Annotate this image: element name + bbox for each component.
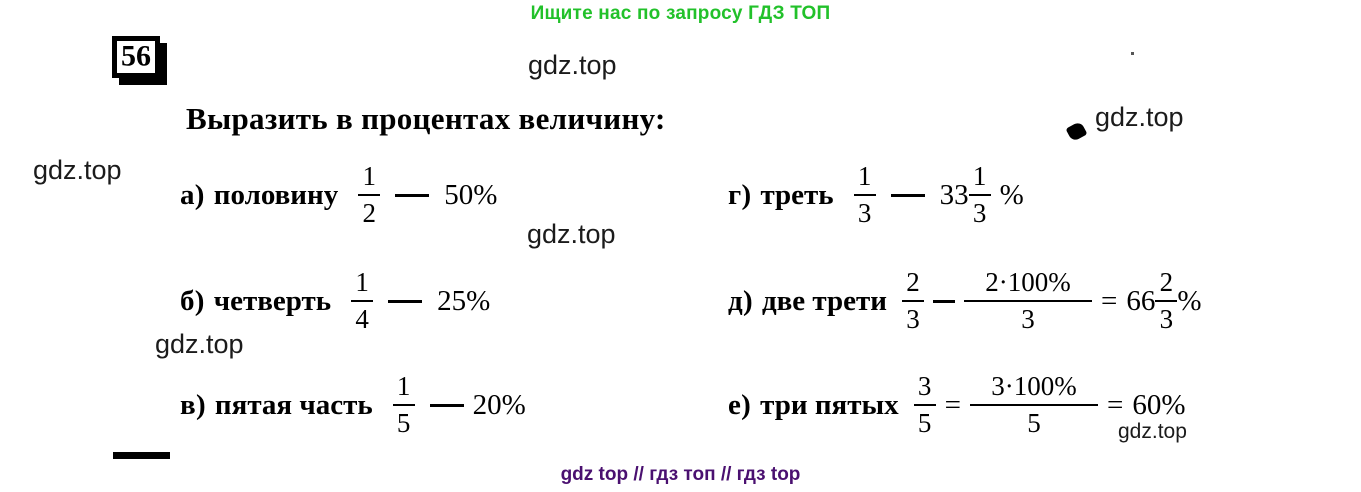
fraction-denominator: 3 (972, 198, 987, 229)
bottom-watermark-banner: gdz top // гдз топ // гдз top (560, 464, 801, 485)
problem-d-text: две трети (761, 284, 887, 317)
answer-whole-part: 66 (1126, 284, 1156, 317)
problem-item-b: б) четверть 1 4 25% (180, 267, 491, 335)
problem-g-fraction: 1 3 (853, 161, 876, 229)
answer-percent-sign: % (999, 178, 1024, 211)
scan-artifact-blob (1065, 120, 1088, 143)
fraction-denominator: 3 (1159, 304, 1174, 335)
fraction-denominator: 3 (857, 198, 872, 229)
scan-artifact-bar (113, 452, 170, 459)
problem-b-label: б) (180, 284, 205, 317)
fraction-numerator: 3 (917, 371, 932, 401)
fraction-bar (853, 194, 876, 197)
problem-d-answer: 66 2 3 % (1126, 267, 1202, 335)
watermark-gdz-top-2: gdz.top (1095, 102, 1184, 132)
fraction-bar (963, 300, 1092, 303)
problem-d-label: д) (728, 284, 753, 317)
problem-d-equals: = (1100, 284, 1118, 317)
fraction-numerator: 1 (972, 161, 987, 191)
exercise-title: Выразить в процентах величину: (186, 101, 666, 136)
fraction-numerator: 1 (355, 267, 369, 297)
fraction-bar (969, 404, 1098, 407)
problem-e-label: е) (728, 388, 752, 421)
problem-b-text: четверть (213, 284, 332, 317)
problem-e-fraction: 3 5 (913, 371, 936, 439)
top-watermark-banner: Ищите нас по запросу ГДЗ ТОП (530, 3, 831, 24)
problem-v-answer: 20% (472, 388, 526, 421)
problem-e-equals-1: = (944, 388, 961, 421)
fraction-denominator: 5 (917, 408, 932, 439)
fraction-bar (351, 300, 374, 303)
scan-artifact-dot (1131, 52, 1134, 55)
fraction-denominator: 3 (906, 304, 920, 335)
answer-whole-part: 33 (939, 178, 969, 211)
problem-v-separator (429, 403, 464, 407)
fraction-bar (913, 404, 936, 407)
problem-item-e: е) три пятых 3 5 = 3·100% 5 = 60% (728, 371, 1186, 439)
problem-v-label: в) (180, 388, 206, 421)
problem-b-fraction: 1 4 (351, 267, 374, 335)
fraction-denominator: 3 (1021, 304, 1035, 335)
fraction-bar (901, 300, 924, 303)
answer-fraction: 2 3 (1155, 267, 1178, 335)
problem-a-fraction: 1 2 (358, 161, 381, 229)
exercise-number: 56 (121, 39, 151, 73)
fraction-numerator: 1 (362, 161, 376, 191)
fraction-bar (392, 404, 415, 407)
fraction-bar (968, 194, 991, 197)
fraction-numerator: 2 (1159, 267, 1174, 297)
watermark-gdz-top-1: gdz.top (528, 50, 617, 80)
problem-b-separator (388, 299, 423, 303)
problem-e-equals-2: = (1106, 388, 1124, 421)
fraction-numerator: 1 (857, 161, 872, 191)
problem-v-fraction: 1 5 (392, 371, 415, 439)
exercise-number-badge: 56 (112, 36, 160, 78)
problem-e-text: три пятых (760, 388, 899, 421)
problem-a-separator (395, 193, 430, 197)
fraction-denominator: 5 (396, 408, 411, 439)
fraction-denominator: 4 (355, 304, 369, 335)
problem-a-text: половину (213, 178, 339, 211)
problem-b-answer: 25% (437, 284, 491, 317)
fraction-denominator: 2 (362, 198, 376, 229)
problem-a-label: а) (180, 178, 205, 211)
fraction-denominator: 5 (1027, 408, 1041, 439)
problem-item-g: г) треть 1 3 33 1 3 % (728, 161, 1024, 229)
problem-d-work-fraction: 2·100% 3 (963, 267, 1092, 335)
fraction-numerator: 1 (396, 371, 411, 401)
fraction-numerator: 3·100% (991, 371, 1077, 401)
problem-g-label: г) (728, 178, 752, 211)
watermark-gdz-top-3: gdz.top (33, 155, 122, 185)
answer-percent-sign: % (1177, 284, 1202, 317)
problem-v-text: пятая часть (214, 388, 373, 421)
problem-a-answer: 50% (444, 178, 498, 211)
fraction-bar (1155, 300, 1178, 303)
fraction-bar (358, 194, 381, 197)
problem-g-answer: 33 1 3 % (939, 161, 1024, 229)
problem-item-v: в) пятая часть 1 5 20% (180, 371, 526, 439)
problem-g-separator (890, 193, 925, 197)
problem-item-d: д) две трети 2 3 2·100% 3 = 66 2 3 % (728, 267, 1202, 335)
fraction-numerator: 2 (906, 267, 920, 297)
watermark-gdz-top-5: gdz.top (155, 329, 244, 359)
problem-e-work-fraction: 3·100% 5 (969, 371, 1098, 439)
problem-d-separator (932, 299, 955, 303)
problem-item-a: а) половину 1 2 50% (180, 161, 498, 229)
problem-g-text: треть (760, 178, 834, 211)
problem-e-answer: 60% (1132, 388, 1186, 421)
fraction-numerator: 2·100% (985, 267, 1071, 297)
problem-d-fraction: 2 3 (901, 267, 924, 335)
watermark-gdz-top-4: gdz.top (527, 219, 616, 249)
answer-fraction: 1 3 (968, 161, 991, 229)
watermark-gdz-top-6: gdz.top (1118, 420, 1187, 443)
